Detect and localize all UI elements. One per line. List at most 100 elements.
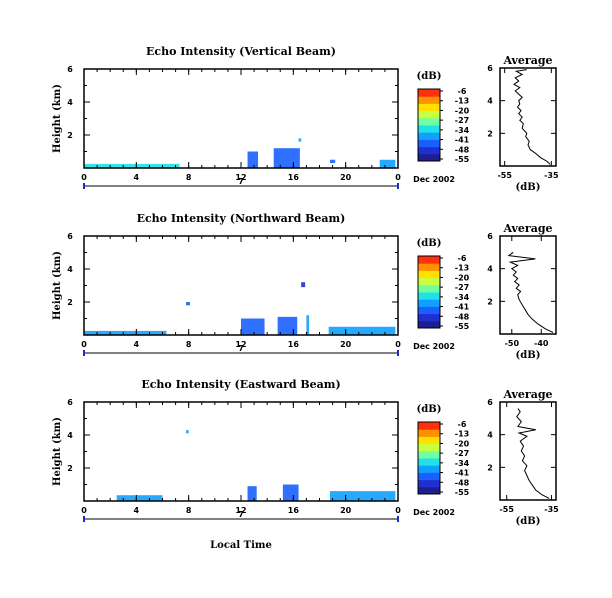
x-tick-label: 12 xyxy=(235,340,246,349)
x-axis-label: Local Time xyxy=(210,540,272,551)
average-xlabel: (dB) xyxy=(516,516,541,527)
colorbar-tick-label: -27 xyxy=(455,116,469,125)
x-tick-label: 0 xyxy=(395,173,401,182)
date-label: Dec 2002 xyxy=(413,508,455,517)
colorbar-tick-label: -34 xyxy=(455,459,470,468)
colorbar-tick-label: -55 xyxy=(455,488,470,497)
day-label: 7 xyxy=(238,510,244,519)
x-tick-label: 16 xyxy=(288,340,300,349)
x-tick-label: 8 xyxy=(186,173,192,182)
colorbar-unit: (dB) xyxy=(417,404,442,415)
colorbar-segment xyxy=(418,125,440,133)
colorbar-tick-label: -13 xyxy=(455,430,469,439)
colorbar-segment xyxy=(418,429,440,437)
colorbar-segment xyxy=(418,320,440,329)
y-tick-label: 4 xyxy=(67,431,73,440)
colorbar-segment xyxy=(418,422,440,430)
colorbar-tick-label: -41 xyxy=(455,303,470,312)
echo-patch xyxy=(328,326,396,335)
x-tick-label: 16 xyxy=(288,173,300,182)
echo-patch xyxy=(329,159,336,164)
x-tick-label: 0 xyxy=(81,506,87,515)
colorbar-segment xyxy=(418,153,440,162)
colorbar-tick-label: -13 xyxy=(455,264,469,273)
panel-title: Echo Intensity (Eastward Beam) xyxy=(141,378,340,391)
average-title: Average xyxy=(502,388,552,401)
average-xlabel: (dB) xyxy=(516,182,541,193)
colorbar-segment xyxy=(418,292,440,300)
echo-patch xyxy=(277,316,298,335)
colorbar-segment xyxy=(418,450,440,459)
colorbar-tick-label: -20 xyxy=(455,439,470,448)
echo-patch xyxy=(186,302,190,306)
y-tick-label: 4 xyxy=(67,265,73,274)
echo-patch xyxy=(116,495,163,501)
y-tick-label: 4 xyxy=(487,265,493,274)
colorbar-segment xyxy=(418,263,440,271)
colorbar-segment xyxy=(418,479,440,488)
day-label: 7 xyxy=(238,344,244,353)
echo-patch xyxy=(379,159,396,168)
colorbar-tick-label: -6 xyxy=(458,254,467,263)
y-tick-label: 4 xyxy=(487,97,493,106)
echo-patch xyxy=(186,430,189,434)
colorbar-frame xyxy=(417,421,441,495)
colorbar-segment xyxy=(418,284,440,293)
x-tick-label: -55 xyxy=(499,505,514,514)
colorbar-segment xyxy=(418,277,440,286)
y-axis-label: Height (km) xyxy=(52,417,63,486)
y-axis-label: Height (km) xyxy=(52,251,63,320)
x-tick-label: 8 xyxy=(186,506,192,515)
colorbar-segment xyxy=(418,132,440,140)
colorbar-tick-label: -48 xyxy=(455,312,470,321)
x-tick-label: -40 xyxy=(534,339,549,348)
colorbar-unit: (dB) xyxy=(417,238,442,249)
y-tick-label: 6 xyxy=(487,232,493,241)
x-tick-label: 0 xyxy=(81,173,87,182)
colorbar-tick-label: -27 xyxy=(455,449,469,458)
colorbar-tick-label: -55 xyxy=(455,322,470,331)
colorbar-tick-label: -6 xyxy=(458,420,467,429)
day-label: 7 xyxy=(238,177,244,186)
colorbar-tick-label: -48 xyxy=(455,145,470,154)
echo-patch xyxy=(329,491,396,501)
colorbar-tick-label: -34 xyxy=(455,126,470,135)
average-profile-line xyxy=(516,408,550,499)
colorbar-tick-label: -13 xyxy=(455,97,469,106)
x-tick-label: -35 xyxy=(544,505,559,514)
x-tick-label: 16 xyxy=(288,506,300,515)
x-tick-label: 12 xyxy=(235,506,246,515)
x-tick-label: 12 xyxy=(235,173,246,182)
colorbar-frame xyxy=(417,255,441,329)
y-tick-label: 6 xyxy=(487,398,493,407)
colorbar-tick-label: -20 xyxy=(455,273,470,282)
colorbar-tick-label: -34 xyxy=(455,293,470,302)
y-tick-label: 6 xyxy=(67,398,73,407)
colorbar-segment xyxy=(418,117,440,126)
x-tick-label: 0 xyxy=(81,340,87,349)
average-xlabel: (dB) xyxy=(516,350,541,361)
y-tick-label: 4 xyxy=(67,98,73,107)
y-axis-label: Height (km) xyxy=(52,84,63,153)
colorbar-tick-label: -27 xyxy=(455,283,469,292)
y-tick-label: 2 xyxy=(67,298,73,307)
colorbar-segment xyxy=(418,103,440,112)
colorbar-segment xyxy=(418,139,440,148)
colorbar-tick-label: -41 xyxy=(455,469,470,478)
y-tick-label: 6 xyxy=(67,232,73,241)
panel-title: Echo Intensity (Northward Beam) xyxy=(137,212,346,225)
x-tick-label: 20 xyxy=(340,340,352,349)
echo-patch xyxy=(247,151,259,168)
colorbar-unit: (dB) xyxy=(417,71,442,82)
y-tick-label: 6 xyxy=(67,65,73,74)
colorbar-tick-label: -41 xyxy=(455,136,470,145)
x-tick-label: -55 xyxy=(497,171,512,180)
colorbar-segment xyxy=(418,458,440,466)
date-label: Dec 2002 xyxy=(413,342,455,351)
echo-patch xyxy=(241,318,265,335)
date-label: Dec 2002 xyxy=(413,175,455,184)
echo-patch xyxy=(298,138,302,142)
x-tick-label: 4 xyxy=(134,506,140,515)
colorbar-segment xyxy=(418,146,440,155)
